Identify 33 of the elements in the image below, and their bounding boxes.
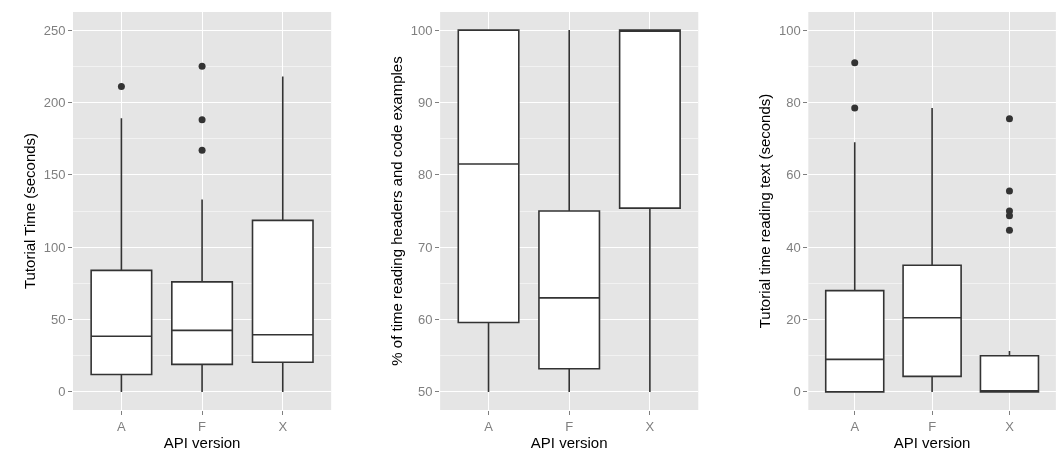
y-tick-label: 40 — [786, 239, 801, 255]
y-tick-label: 100 — [410, 22, 433, 38]
y-tick-label: 90 — [418, 95, 433, 110]
x-tick-label: X — [1005, 418, 1015, 434]
x-tick-label: F — [565, 418, 574, 434]
x-axis-title: API version — [893, 433, 971, 451]
y-tick-label: 60 — [786, 167, 801, 183]
y-tick-label: 100 — [779, 22, 801, 38]
y-tick-label: 80 — [418, 167, 433, 183]
y-axis-title: Tutorial Time (seconds) — [20, 132, 38, 290]
x-tick-label: F — [928, 418, 937, 434]
y-tick-label: 70 — [418, 239, 433, 255]
y-axis-title: Tutorial time reading text (seconds) — [756, 93, 774, 329]
y-tick-label: 0 — [58, 384, 66, 400]
x-tick-label: A — [484, 418, 494, 434]
y-tick-label: 100 — [43, 239, 66, 255]
x-tick-label: A — [850, 418, 860, 434]
y-tick-label: 0 — [793, 384, 801, 400]
y-tick-label: 50 — [50, 312, 66, 328]
y-axis-title: % of time reading headers and code examples — [388, 56, 406, 366]
x-tick-label: X — [645, 418, 655, 434]
y-tick-label: 60 — [418, 312, 433, 328]
x-tick-label: X — [278, 418, 288, 434]
y-tick-label: 80 — [786, 95, 801, 110]
y-tick-label: 150 — [43, 167, 66, 183]
y-tick-label: 50 — [418, 384, 433, 400]
y-tick-label: 250 — [43, 22, 66, 38]
y-tick-label: 200 — [43, 95, 66, 110]
y-tick-label: 20 — [786, 312, 801, 328]
x-axis-title: API version — [530, 433, 608, 451]
x-axis-title: API version — [163, 433, 241, 451]
x-tick-label: A — [117, 418, 127, 434]
x-tick-label: F — [198, 418, 207, 434]
